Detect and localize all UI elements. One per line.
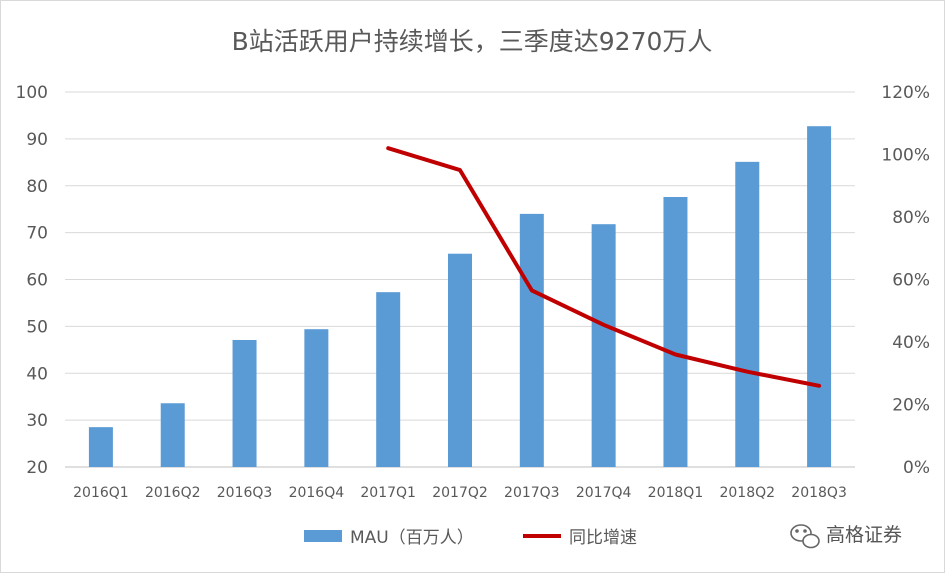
growth-line: [386, 146, 822, 388]
mau-bar: [735, 161, 760, 467]
legend: MAU（百万人） 同比增速: [304, 528, 637, 548]
left-tick-label: 40: [26, 364, 48, 384]
mau-bars: [88, 126, 832, 467]
mau-bar: [663, 197, 688, 467]
x-tick-label: 2018Q2: [719, 485, 775, 501]
left-tick-label: 50: [26, 317, 48, 337]
left-tick-label: 100: [16, 83, 48, 103]
x-tick-label: 2017Q2: [432, 485, 488, 501]
mau-bar: [304, 329, 329, 467]
right-tick-label: 20%: [892, 396, 930, 416]
x-axis: 2016Q1 2016Q2 2016Q3 2016Q4 2017Q1 2017Q2 2017…: [73, 485, 847, 501]
left-tick-label: 90: [26, 130, 48, 150]
right-tick-label: 40%: [892, 333, 930, 353]
left-tick-label: 60: [26, 271, 48, 291]
x-tick-label: 2017Q3: [504, 485, 560, 501]
right-tick-label: 120%: [881, 83, 930, 103]
mau-bar: [807, 126, 832, 467]
right-tick-label: 60%: [892, 271, 930, 291]
mau-bar: [160, 403, 185, 467]
left-tick-label: 80: [26, 177, 48, 197]
x-tick-label: 2017Q1: [360, 485, 416, 501]
mau-bar: [519, 213, 544, 467]
x-tick-label: 2018Q3: [791, 485, 847, 501]
right-tick-label: 100%: [881, 146, 930, 166]
x-tick-label: 2018Q1: [648, 485, 704, 501]
mau-bar: [591, 224, 616, 467]
right-tick-label: 80%: [892, 208, 930, 228]
mau-bar: [376, 292, 401, 467]
wechat-icon: [790, 524, 820, 549]
left-tick-label: 20: [26, 458, 48, 478]
left-tick-label: 30: [26, 411, 48, 431]
legend-swatch-mau: [304, 530, 342, 542]
right-tick-label: 0%: [903, 458, 930, 478]
chart-title: B站活跃用户持续增长，三季度达9270万人: [232, 27, 713, 56]
left-tick-label: 70: [26, 224, 48, 244]
growth-series-line: [386, 146, 822, 388]
legend-label-growth: 同比增速: [569, 528, 637, 548]
watermark: 高格证券: [790, 524, 902, 549]
legend-label-mau: MAU（百万人）: [350, 528, 474, 548]
mau-bar: [232, 339, 257, 467]
x-tick-label: 2017Q4: [576, 485, 632, 501]
mau-bar: [88, 427, 113, 467]
watermark-text: 高格证券: [826, 524, 902, 546]
x-tick-label: 2016Q2: [145, 485, 201, 501]
x-tick-label: 2016Q1: [73, 485, 129, 501]
left-axis: 20 30 40 50 60 70 80 90 100: [16, 83, 48, 478]
mau-bar: [448, 253, 472, 467]
right-axis: 0% 20% 40% 60% 80% 100% 120%: [881, 83, 930, 478]
x-tick-label: 2016Q3: [217, 485, 273, 501]
x-tick-label: 2016Q4: [289, 485, 345, 501]
